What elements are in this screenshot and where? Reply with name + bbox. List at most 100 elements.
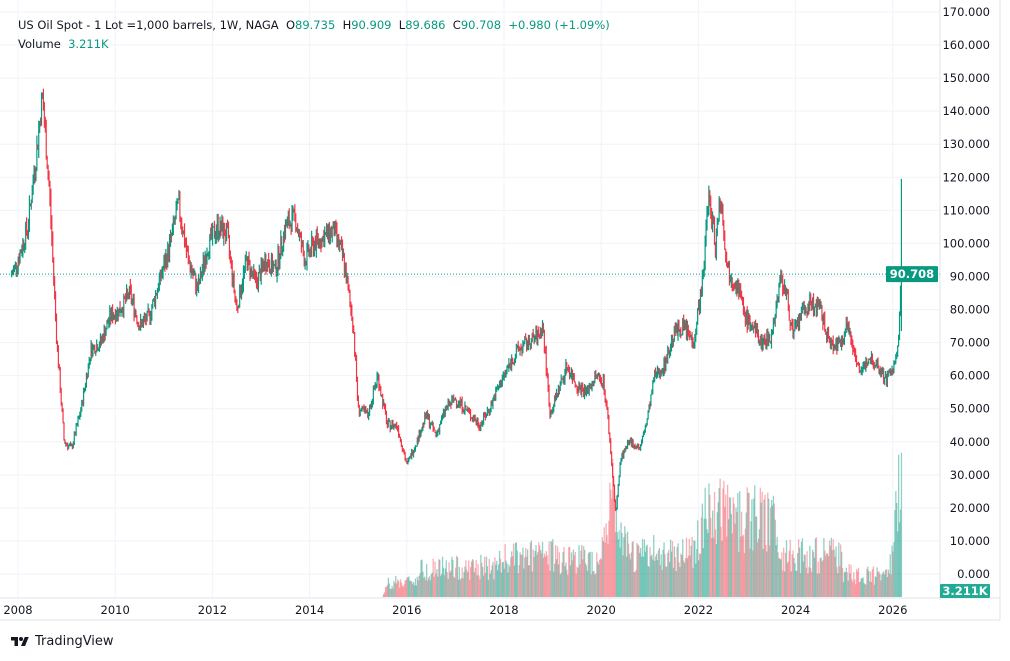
volume-bar	[807, 573, 809, 597]
volume-bar	[615, 496, 618, 597]
volume-bar	[829, 545, 832, 597]
volume-bar	[859, 581, 861, 597]
volume-bar	[383, 593, 385, 597]
volume-bar	[566, 569, 568, 597]
volume-bar	[474, 568, 476, 597]
y-tick-label: 60.000	[950, 369, 990, 383]
volume-bar	[503, 568, 505, 597]
volume-bar	[746, 487, 748, 597]
volume-bar	[802, 561, 804, 597]
volume-bar	[529, 542, 532, 597]
volume-bar	[560, 572, 562, 597]
volume-bar	[711, 538, 713, 597]
volume-bar	[552, 539, 554, 597]
high-label: H	[342, 18, 352, 32]
symbol-title[interactable]: US Oil Spot - 1 Lot =1,000 barrels, 1W, …	[18, 18, 279, 32]
volume-bar	[760, 502, 762, 597]
y-tick-label: 160.000	[942, 38, 990, 52]
volume-bar	[754, 485, 756, 597]
volume-bar	[397, 581, 400, 597]
volume-bar	[421, 559, 423, 597]
volume-bar	[793, 557, 795, 597]
volume-bar	[548, 541, 550, 597]
volume-bar	[893, 542, 895, 597]
volume-bar	[451, 556, 453, 597]
volume-bar	[842, 581, 845, 597]
volume-bar	[518, 565, 520, 597]
volume-bar	[766, 551, 768, 597]
x-tick-label: 2010	[101, 603, 130, 617]
volume-bar	[892, 551, 894, 597]
price-axis[interactable]: 0.000 10.000 20.000 30.000 40.000 50.000 60.00…	[942, 5, 990, 581]
volume-bar	[862, 577, 864, 597]
volume-bar	[874, 576, 876, 597]
volume-bar	[704, 487, 706, 597]
volume-bar	[755, 516, 758, 597]
volume-bar	[843, 571, 846, 597]
volume-bar	[570, 552, 573, 597]
volume-bar	[454, 567, 457, 597]
volume-bar	[643, 539, 646, 597]
volume-bar	[838, 542, 840, 597]
volume-bar	[516, 550, 518, 597]
volume-bar	[731, 533, 733, 597]
volume-bar	[670, 551, 673, 597]
volume-bar	[740, 511, 743, 597]
volume-bar	[682, 539, 684, 597]
volume-bar	[792, 550, 794, 597]
volume-bar	[540, 549, 542, 597]
volume-bar	[768, 498, 770, 597]
volume-bar	[394, 583, 396, 597]
volume-bar	[575, 573, 577, 597]
volume-bar	[611, 498, 613, 597]
volume-bar	[550, 540, 552, 597]
volume-bar	[804, 555, 806, 597]
volume-bar	[403, 584, 405, 597]
volume-bar	[854, 579, 856, 597]
volume-bar	[437, 576, 439, 597]
volume-bar	[497, 570, 499, 597]
volume-bar	[784, 552, 787, 597]
volume-bar	[494, 557, 496, 597]
volume-bar	[869, 571, 872, 597]
volume-label[interactable]: Volume	[18, 37, 61, 51]
volume-bar	[392, 588, 394, 597]
volume-bar	[391, 585, 393, 597]
volume-bar	[661, 569, 663, 597]
volume-bar	[442, 567, 445, 597]
volume-bar	[496, 560, 498, 597]
volume-bar	[863, 582, 865, 597]
volume-bar	[749, 548, 751, 597]
volume-bar	[585, 565, 588, 597]
volume-bar	[763, 499, 765, 597]
volume-bar	[845, 567, 847, 597]
volume-bar	[445, 560, 447, 597]
volume-bar	[554, 545, 557, 597]
volume-bar	[720, 526, 722, 597]
tradingview-branding[interactable]: TradingView	[10, 634, 114, 649]
volume-bar	[420, 560, 422, 597]
volume-bar	[785, 540, 788, 597]
y-tick-label: 0.000	[957, 567, 990, 581]
volume-bar	[839, 565, 841, 597]
volume-bar	[732, 497, 734, 597]
volume-bar	[735, 507, 737, 597]
volume-bar	[431, 572, 433, 597]
volume-bar	[810, 568, 812, 597]
volume-bar	[528, 565, 531, 597]
volume-bar	[411, 584, 414, 597]
volume-bar	[699, 554, 702, 597]
volume-bar	[563, 546, 565, 597]
volume-bar	[656, 560, 659, 597]
volume-bar	[471, 559, 474, 597]
volume-bar	[405, 579, 407, 597]
volume-bar	[426, 580, 429, 597]
brand-name: TradingView	[35, 634, 114, 649]
volume-bar	[397, 579, 399, 597]
volume-bar	[627, 543, 630, 597]
volume-bar	[475, 560, 477, 597]
volume-bar	[680, 553, 682, 597]
time-axis[interactable]: 2008 2010 2012 2014 2016 2018 2020 2022 2024 2026	[3, 603, 907, 617]
volume-bar	[450, 570, 452, 597]
